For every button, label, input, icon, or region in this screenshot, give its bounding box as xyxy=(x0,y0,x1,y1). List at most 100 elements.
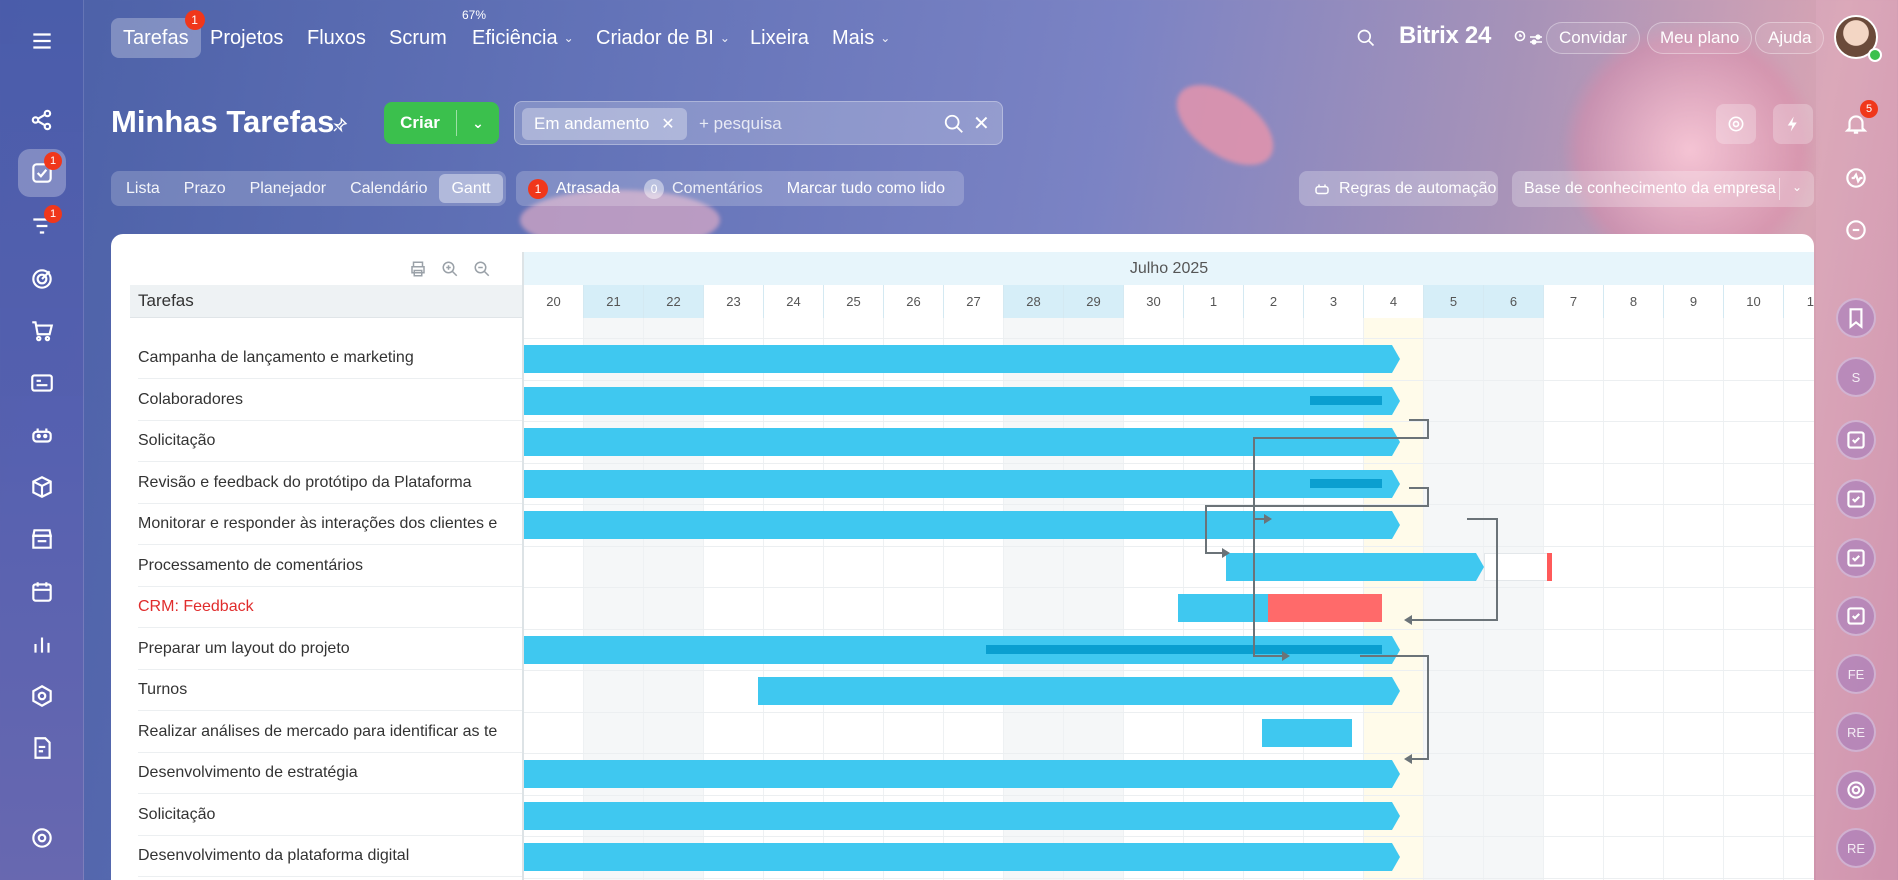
tab-calendar[interactable]: Calendário xyxy=(350,179,428,197)
search-icon[interactable] xyxy=(943,113,965,140)
task-row[interactable]: Realizar análises de mercado para identi… xyxy=(138,712,522,753)
tasks-icon[interactable]: 1 xyxy=(18,149,66,197)
invite-button[interactable]: Convidar xyxy=(1546,22,1641,54)
nav-tasks[interactable]: Tarefas 1 xyxy=(111,10,205,58)
close-icon[interactable]: ✕ xyxy=(661,116,675,133)
nav-flows[interactable]: Fluxos xyxy=(295,18,378,58)
knowledge-base-select[interactable]: Base de conhecimento da empresa ⌄ xyxy=(1512,171,1814,207)
bolt-icon[interactable] xyxy=(1773,104,1813,144)
clock-settings-icon[interactable] xyxy=(1514,30,1550,53)
tab-list[interactable]: Lista xyxy=(126,179,160,197)
settings-gear-button[interactable] xyxy=(1716,104,1756,144)
comments-counter[interactable]: 0 Comentários xyxy=(644,178,763,199)
clear-search-icon[interactable]: ✕ xyxy=(973,113,990,135)
chat-icon[interactable] xyxy=(1836,210,1876,250)
nav-efficiency[interactable]: 67% Eficiência ⌄ xyxy=(460,8,586,58)
chat-avatar-s[interactable]: S xyxy=(1836,357,1876,397)
task-bar[interactable] xyxy=(1262,718,1352,747)
splitter[interactable] xyxy=(522,252,524,880)
nav-trash[interactable]: Lixeira xyxy=(738,18,821,58)
copilot-icon[interactable] xyxy=(1836,770,1876,810)
tab-gantt[interactable]: Gantt xyxy=(439,174,503,203)
mark-all-read-link[interactable]: Marcar tudo como lido xyxy=(786,179,946,197)
help-button[interactable]: Ajuda xyxy=(1755,22,1825,54)
chevron-down-icon: ⌄ xyxy=(880,31,891,45)
bookmark-icon[interactable] xyxy=(1836,298,1876,338)
pin-icon[interactable] xyxy=(332,117,348,138)
tab-deadline[interactable]: Prazo xyxy=(183,179,226,197)
robot-icon[interactable] xyxy=(18,411,66,459)
task-chat-icon-2[interactable] xyxy=(1836,479,1876,519)
task-row[interactable]: Turnos xyxy=(138,670,522,711)
task-bar[interactable] xyxy=(524,511,1400,539)
comments-count: 0 xyxy=(644,178,665,199)
bell-icon[interactable]: 5 xyxy=(1836,100,1878,144)
document-sign-icon[interactable] xyxy=(18,724,66,772)
task-bar[interactable] xyxy=(524,469,1400,498)
hexagon-icon[interactable] xyxy=(18,672,66,720)
menu-icon[interactable] xyxy=(18,17,66,65)
deadline-marker[interactable] xyxy=(1547,552,1552,581)
create-button[interactable]: Criar ⌄ xyxy=(384,102,499,144)
analytics-icon[interactable] xyxy=(18,620,66,668)
task-row[interactable]: Preparar um layout do projeto xyxy=(138,629,522,670)
chat-avatar-re-2[interactable]: RE xyxy=(1836,828,1876,868)
chevron-down-icon[interactable]: ⌄ xyxy=(1791,180,1802,194)
nav-more[interactable]: Mais ⌄ xyxy=(820,18,902,58)
task-bar[interactable] xyxy=(1226,552,1484,581)
target-icon[interactable] xyxy=(18,255,66,303)
task-row[interactable]: Campanha de lançamento e marketing xyxy=(138,338,522,379)
print-icon[interactable] xyxy=(409,260,427,278)
overdue-counter[interactable]: 1 Atrasada xyxy=(528,178,620,199)
row-gridline xyxy=(524,670,1814,671)
search-input[interactable]: + pesquisa xyxy=(699,114,782,133)
task-bar[interactable] xyxy=(524,843,1400,871)
task-chat-icon-3[interactable] xyxy=(1836,538,1876,578)
cart-icon[interactable] xyxy=(18,307,66,355)
task-row[interactable]: Processamento de comentários xyxy=(138,546,522,587)
store-icon[interactable] xyxy=(18,515,66,563)
task-bar[interactable] xyxy=(758,677,1400,705)
tab-planner[interactable]: Planejador xyxy=(249,179,327,197)
filter-chip-in-progress[interactable]: Em andamento ✕ xyxy=(522,108,687,140)
task-bar[interactable] xyxy=(524,345,1400,373)
task-row[interactable]: Solicitação xyxy=(138,421,522,462)
zoom-out-icon[interactable] xyxy=(473,260,491,278)
task-row[interactable]: Desenvolvimento de estratégia xyxy=(138,753,522,794)
row-gridline xyxy=(524,587,1814,588)
settings-gear-icon[interactable] xyxy=(18,814,66,862)
my-plan-button[interactable]: Meu plano xyxy=(1647,22,1753,54)
nav-bi-builder[interactable]: Criador de BI ⌄ xyxy=(584,18,742,58)
box-icon[interactable] xyxy=(18,463,66,511)
pulse-icon[interactable] xyxy=(1836,158,1876,198)
task-bar[interactable] xyxy=(524,386,1400,415)
flows-icon[interactable] xyxy=(18,96,66,144)
filter-icon[interactable]: 1 xyxy=(18,202,66,250)
task-row[interactable]: Monitorar e responder às interações dos … xyxy=(138,504,522,545)
task-row[interactable]: Revisão e feedback do protótipo da Plata… xyxy=(138,463,522,504)
chevron-down-icon[interactable]: ⌄ xyxy=(472,114,484,131)
search-icon[interactable] xyxy=(1356,28,1376,53)
task-row[interactable]: Desenvolvimento da plataforma digital xyxy=(138,836,522,877)
zoom-in-icon[interactable] xyxy=(441,260,459,278)
chat-avatar-re[interactable]: RE xyxy=(1836,712,1876,752)
automation-rules-button[interactable]: Regras de automação xyxy=(1299,171,1498,206)
task-row[interactable]: Colaboradores xyxy=(138,380,522,421)
task-chat-icon-4[interactable] xyxy=(1836,596,1876,636)
overdue-segment[interactable] xyxy=(1268,594,1382,622)
task-row[interactable]: CRM: Feedback xyxy=(138,587,522,628)
search-filter-box[interactable]: Em andamento ✕ + pesquisa ✕ xyxy=(514,101,1003,145)
contact-card-icon[interactable] xyxy=(18,359,66,407)
task-chat-icon[interactable] xyxy=(1836,420,1876,460)
task-bar[interactable] xyxy=(524,428,1400,456)
nav-projects[interactable]: Projetos xyxy=(198,18,295,58)
chat-avatar-fe[interactable]: FE xyxy=(1836,654,1876,694)
task-row[interactable]: Solicitação xyxy=(138,795,522,836)
nav-scrum[interactable]: Scrum xyxy=(377,18,459,58)
bitrix-logo[interactable]: Bitrix 24 xyxy=(1399,22,1492,49)
row-gridline xyxy=(524,877,1814,879)
task-bar[interactable] xyxy=(524,760,1400,788)
task-bar[interactable] xyxy=(524,801,1400,830)
view-switcher: Lista Prazo Planejador Calendário Gantt xyxy=(111,171,506,206)
calendar-icon[interactable] xyxy=(18,568,66,616)
